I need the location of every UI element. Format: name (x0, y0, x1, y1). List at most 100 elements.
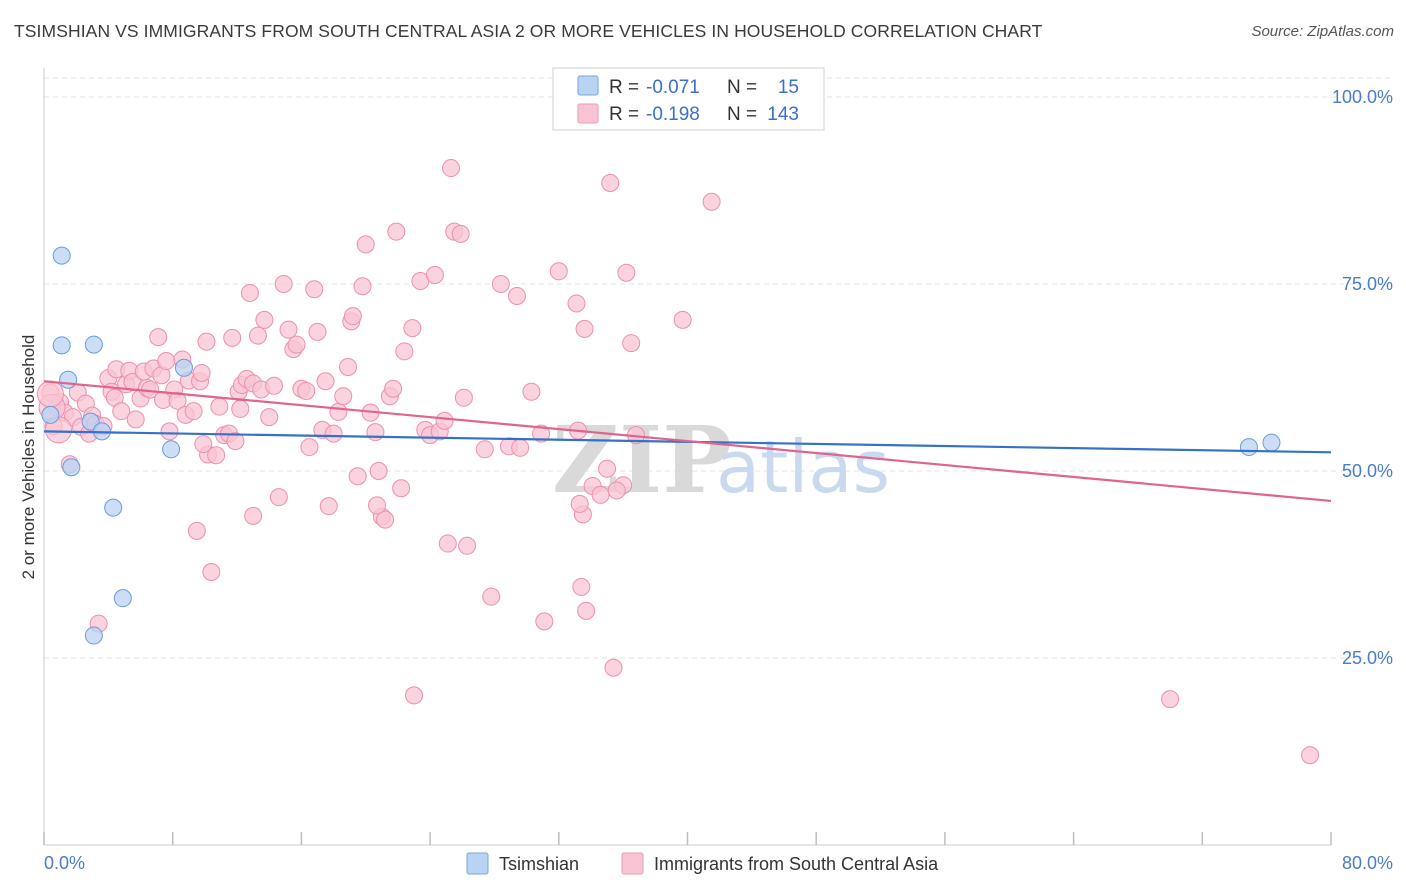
point-immigrants-117 (567, 294, 586, 313)
point-tsimshian-6 (84, 335, 103, 354)
point-immigrants-123 (591, 485, 610, 504)
point-immigrants-40 (187, 521, 206, 540)
point-immigrants-47 (210, 397, 229, 416)
point-immigrants-140 (231, 399, 250, 418)
point-immigrants-136 (1301, 746, 1320, 765)
point-immigrants-46 (207, 446, 226, 465)
point-immigrants-64 (279, 320, 298, 339)
point-immigrants-126 (604, 658, 623, 677)
point-immigrants-50 (223, 328, 242, 347)
point-tsimshian-12 (104, 498, 123, 517)
trend-lines (43, 380, 1332, 503)
point-tsimshian-3 (59, 370, 78, 389)
point-immigrants-112 (511, 438, 530, 457)
point-immigrants-43 (197, 332, 216, 351)
legend-r-label-1: R = (609, 77, 639, 98)
point-immigrants-88 (376, 510, 395, 529)
point-immigrants-61 (265, 376, 284, 395)
point-immigrants-80 (343, 307, 362, 326)
point-tsimshian-10 (162, 440, 181, 459)
x-ticks (43, 832, 1332, 845)
legend-n-value-2: 143 (767, 104, 799, 125)
point-immigrants-107 (475, 440, 494, 459)
point-immigrants-90 (384, 379, 403, 398)
point-immigrants-86 (369, 462, 388, 480)
point-immigrants-75 (324, 424, 343, 443)
point-tsimshian-11 (174, 358, 193, 377)
point-immigrants-60 (260, 408, 279, 427)
point-immigrants-39 (184, 402, 203, 421)
point-immigrants-76 (329, 402, 348, 421)
point-immigrants-113 (522, 382, 541, 401)
point-immigrants-82 (353, 277, 372, 296)
y-tick-labels: 25.0% 50.0% 75.0% 100.0% (1332, 87, 1393, 668)
x-tick-label-max: 80.0% (1342, 853, 1393, 873)
point-immigrants-132 (702, 192, 721, 211)
point-tsimshian-2 (52, 246, 71, 265)
point-immigrants-33 (160, 422, 179, 441)
point-immigrants-111 (507, 286, 526, 305)
point-tsimshian-4 (62, 458, 81, 477)
point-immigrants-91 (387, 222, 406, 241)
point-immigrants-59 (255, 310, 274, 329)
trend-line-immigrants (43, 380, 1332, 503)
point-immigrants-131 (673, 310, 692, 329)
point-immigrants-134 (405, 686, 424, 705)
point-immigrants-105 (454, 388, 473, 407)
legend-r-value-1: -0.071 (646, 77, 700, 98)
legend-swatch-tsimshian (577, 75, 599, 96)
point-immigrants-29 (149, 328, 168, 347)
bottom-legend-swatch-tsimshian (466, 852, 489, 875)
y-axis-title: 2 or more Vehicles in Household (19, 335, 38, 580)
point-immigrants-138 (607, 481, 626, 500)
point-immigrants-63 (274, 275, 293, 293)
point-tsimshian-14 (1262, 433, 1281, 452)
point-immigrants-125 (601, 174, 620, 193)
stats-legend: R = -0.071 N = 15 R = -0.198 N = 143 (552, 67, 825, 131)
point-immigrants-62 (269, 488, 288, 507)
point-immigrants-78 (339, 358, 358, 377)
point-immigrants-94 (403, 319, 422, 338)
point-immigrants-98 (425, 266, 444, 285)
point-immigrants-77 (334, 387, 353, 406)
watermark-atlas: atlas (716, 425, 890, 509)
legend-r-label-2: R = (609, 104, 639, 125)
legend-swatch-immigrants (577, 103, 599, 124)
series-immigrants (36, 159, 1320, 765)
point-immigrants-118 (572, 577, 591, 596)
point-immigrants-128 (617, 263, 636, 282)
point-immigrants-73 (316, 372, 335, 391)
point-immigrants-116 (549, 262, 568, 281)
point-immigrants-124 (598, 459, 617, 478)
legend-n-label-1: N = (727, 77, 757, 98)
x-tick-label-min: 0.0% (44, 853, 85, 873)
legend-n-value-1: 15 (778, 77, 799, 98)
source-label: Source: ZipAtlas.com (1251, 23, 1394, 40)
point-tsimshian-9 (113, 589, 132, 608)
chart-title: TSIMSHIAN VS IMMIGRANTS FROM SOUTH CENTR… (14, 21, 1043, 41)
y-tick-label-75: 75.0% (1342, 274, 1393, 294)
point-immigrants-55 (240, 283, 259, 302)
point-immigrants-57 (248, 326, 267, 345)
point-immigrants-115 (535, 612, 554, 631)
point-immigrants-66 (287, 335, 306, 354)
point-immigrants-85 (366, 423, 385, 442)
bottom-legend-swatch-immigrants (621, 852, 644, 875)
point-immigrants-23 (126, 410, 145, 429)
legend-r-value-2: -0.198 (646, 104, 700, 125)
point-immigrants-32 (157, 352, 176, 371)
point-immigrants-109 (491, 275, 510, 293)
point-immigrants-114 (532, 424, 551, 443)
point-immigrants-70 (305, 280, 324, 299)
point-immigrants-cluster-2 (36, 380, 64, 408)
point-immigrants-101 (438, 534, 457, 553)
legend-n-label-2: N = (727, 104, 757, 125)
point-immigrants-92 (392, 479, 411, 498)
y-tick-label-25: 25.0% (1342, 648, 1393, 668)
point-immigrants-129 (622, 334, 641, 353)
point-immigrants-100 (435, 411, 454, 430)
point-immigrants-102 (442, 159, 461, 178)
point-immigrants-121 (577, 601, 596, 620)
point-immigrants-45 (202, 562, 221, 581)
